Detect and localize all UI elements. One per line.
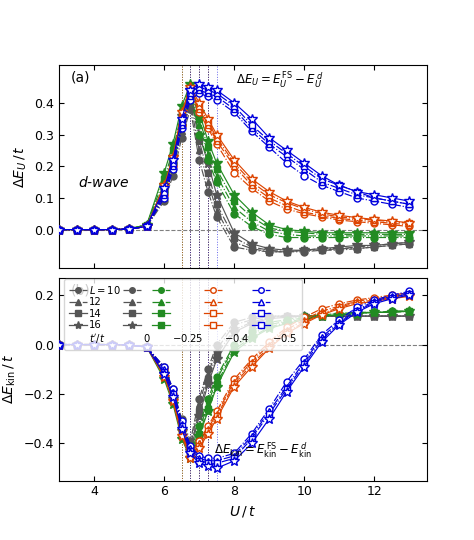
Legend: $L{=}10$, 12, 14, 16, $t'/t$, , , , , $0$, , , , , $-0.25$, , , , , $-0.4$, , , : $L{=}10$, 12, 14, 16, $t'/t$, , , , , $0… [64, 279, 302, 350]
Text: $d$-wave: $d$-wave [78, 175, 129, 190]
Text: (a): (a) [70, 71, 90, 85]
Y-axis label: $\Delta E_U\,/\,t$: $\Delta E_U\,/\,t$ [12, 145, 29, 187]
X-axis label: $U\,/\,t$: $U\,/\,t$ [229, 504, 256, 519]
Text: $\Delta E_U = E_U^{\,\mathrm{FS}} - E_U^{\,d}$: $\Delta E_U = E_U^{\,\mathrm{FS}} - E_U^… [236, 71, 323, 90]
Text: $\Delta E_{\mathrm{kin}} = E_{\mathrm{kin}}^{\,\mathrm{FS}} - E_{\mathrm{kin}}^{: $\Delta E_{\mathrm{kin}} = E_{\mathrm{ki… [213, 441, 311, 460]
Y-axis label: $\Delta E_{\mathrm{kin}}\,/\,t$: $\Delta E_{\mathrm{kin}}\,/\,t$ [2, 354, 18, 404]
Text: (b): (b) [70, 284, 90, 298]
